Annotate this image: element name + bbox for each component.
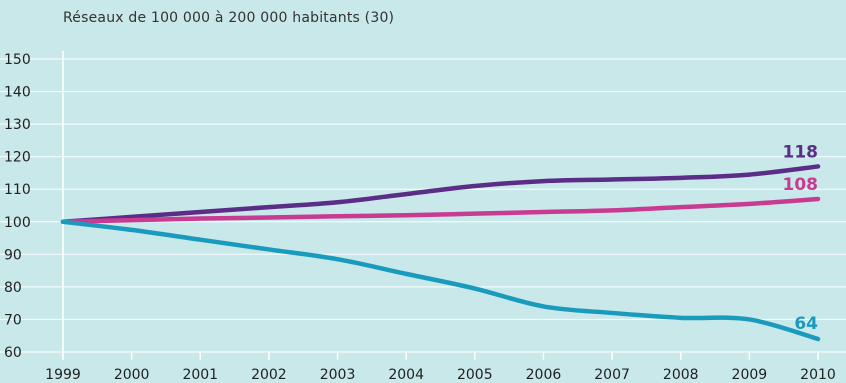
x-tick-label: 2005 [457, 367, 493, 383]
series-end-label: 64 [794, 314, 818, 334]
x-tick-label: 2009 [732, 367, 768, 383]
y-tick-label: 140 [4, 85, 31, 101]
series-line [60, 219, 821, 342]
x-tick-label: 2001 [182, 367, 218, 383]
y-tick-label: 110 [4, 182, 31, 198]
y-tick-label: 100 [4, 215, 31, 231]
y-tick-label: 120 [4, 150, 31, 166]
chart-title: Réseaux de 100 000 à 200 000 habitants (… [63, 10, 395, 26]
y-tick-label: 70 [4, 312, 22, 328]
series-end-label: 108 [783, 175, 819, 195]
y-tick-label: 130 [4, 117, 31, 133]
x-tick-label: 1999 [45, 367, 81, 383]
x-tick-label: 2008 [663, 367, 699, 383]
x-tick-label: 2010 [800, 367, 836, 383]
x-tick-label: 2007 [594, 367, 630, 383]
x-tick-label: 2004 [388, 367, 424, 383]
x-tick-label: 2002 [251, 367, 287, 383]
series-line [60, 164, 821, 225]
series-end-label: 118 [783, 142, 819, 162]
x-tick-label: 2000 [114, 367, 150, 383]
y-tick-label: 80 [4, 280, 22, 296]
y-tick-label: 60 [4, 345, 22, 361]
series-line [60, 196, 821, 225]
x-tick-label: 2003 [320, 367, 356, 383]
y-tick-label: 150 [4, 52, 31, 68]
x-tick-label: 2006 [526, 367, 562, 383]
y-tick-label: 90 [4, 247, 22, 263]
